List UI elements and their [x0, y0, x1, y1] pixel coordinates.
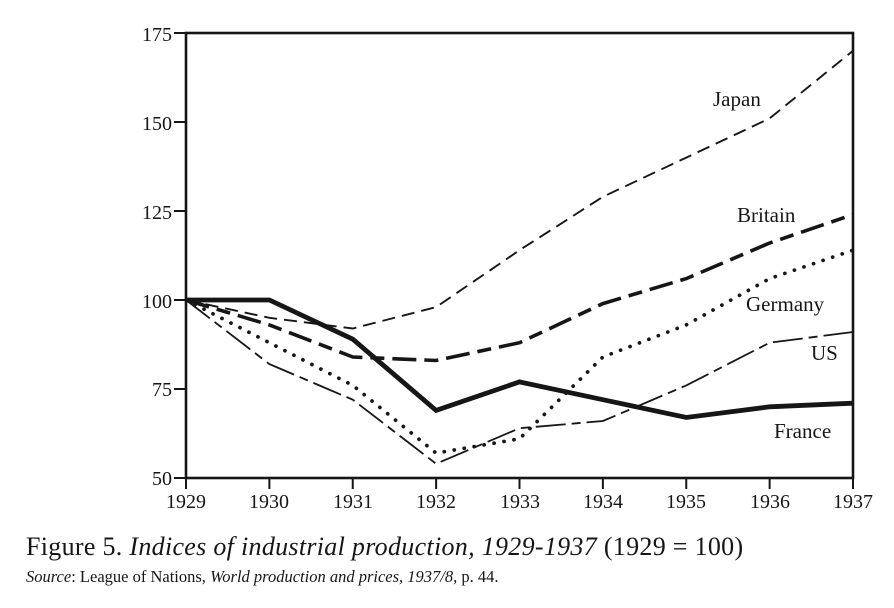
x-tick-1936: 1936	[750, 491, 790, 513]
series-line-japan	[185, 50, 854, 330]
line-chart: 175 150 125 100 75 50 1929 1930 1931 193…	[142, 24, 873, 513]
x-tick-1930: 1930	[249, 491, 289, 513]
label-us: US	[811, 341, 838, 365]
series-lines	[184, 50, 855, 465]
series-line-britain	[185, 212, 854, 363]
y-tick-50: 50	[152, 468, 172, 490]
y-tick-75: 75	[152, 379, 172, 401]
label-britain: Britain	[737, 203, 796, 227]
series-line-france	[186, 297, 854, 420]
source-word: Source	[26, 567, 72, 586]
axis-ticks	[174, 32, 854, 489]
series-line-us	[185, 299, 854, 465]
label-france: France	[774, 419, 831, 443]
label-germany: Germany	[746, 292, 825, 316]
caption-number: Figure 5.	[26, 532, 130, 561]
x-tick-1937: 1937	[833, 491, 873, 513]
caption-title: Indices of industrial production, 1929-1…	[129, 532, 598, 561]
x-tick-1929: 1929	[166, 491, 206, 513]
caption-parenthetical: (1929 = 100)	[597, 532, 744, 561]
source-publisher: : League of Nations,	[71, 567, 211, 586]
label-japan: Japan	[713, 87, 761, 111]
x-tick-1934: 1934	[583, 491, 623, 513]
y-tick-100: 100	[142, 291, 172, 313]
y-tick-175: 175	[142, 24, 172, 46]
figure-caption: Figure 5. Indices of industrial producti…	[26, 532, 882, 562]
x-tick-1933: 1933	[500, 491, 540, 513]
x-tick-1935: 1935	[666, 491, 706, 513]
y-axis-labels: 175 150 125 100 75 50	[142, 24, 172, 490]
source-publication: World production and prices, 1937/8	[210, 567, 454, 586]
y-tick-150: 150	[142, 113, 172, 135]
figure-source: Source: League of Nations, World product…	[26, 567, 882, 587]
y-tick-125: 125	[142, 202, 172, 224]
x-tick-1932: 1932	[416, 491, 456, 513]
x-tick-1931: 1931	[333, 491, 373, 513]
x-axis-labels: 1929 1930 1931 1932 1933 1934 1935 1936 …	[166, 491, 873, 513]
series-labels: Japan Britain Germany US France	[713, 87, 838, 443]
source-page: , p. 44.	[453, 567, 499, 586]
